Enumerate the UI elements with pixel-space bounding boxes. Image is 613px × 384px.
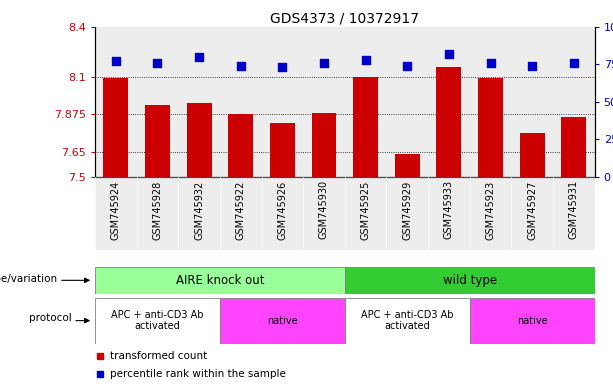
Bar	[145, 105, 170, 177]
Text: native: native	[267, 316, 298, 326]
Bar	[345, 267, 595, 294]
Bar	[553, 177, 595, 250]
Point	[402, 63, 412, 69]
Point	[153, 60, 162, 66]
Bar	[262, 177, 303, 250]
Text: GSM745926: GSM745926	[277, 180, 287, 240]
Bar	[470, 177, 511, 250]
Bar	[436, 67, 462, 177]
Bar	[511, 27, 553, 177]
Text: transformed count: transformed count	[110, 351, 207, 361]
Bar	[137, 27, 178, 177]
Text: GSM745927: GSM745927	[527, 180, 537, 240]
Bar	[270, 123, 295, 177]
Text: genotype/variation: genotype/variation	[0, 274, 57, 284]
Text: protocol: protocol	[29, 313, 71, 323]
Text: APC + anti-CD3 Ab
activated: APC + anti-CD3 Ab activated	[111, 310, 204, 331]
Point	[111, 58, 121, 65]
Bar	[562, 117, 586, 177]
Bar	[228, 114, 253, 177]
Text: GSM745929: GSM745929	[402, 180, 413, 240]
Bar	[345, 177, 386, 250]
Bar	[220, 298, 345, 344]
Point	[569, 60, 579, 66]
Bar	[95, 177, 137, 250]
Text: GSM745923: GSM745923	[485, 180, 495, 240]
Bar	[353, 77, 378, 177]
Bar	[470, 298, 595, 344]
Bar	[478, 78, 503, 177]
Bar	[137, 177, 178, 250]
Point	[236, 63, 246, 69]
Bar	[220, 27, 262, 177]
Point	[485, 60, 495, 66]
Bar	[395, 154, 420, 177]
Bar	[511, 177, 553, 250]
Bar	[178, 177, 220, 250]
Bar	[262, 27, 303, 177]
Bar	[386, 27, 428, 177]
Bar	[345, 298, 470, 344]
Text: GSM745931: GSM745931	[569, 180, 579, 239]
Text: GSM745928: GSM745928	[153, 180, 162, 240]
Text: APC + anti-CD3 Ab
activated: APC + anti-CD3 Ab activated	[361, 310, 454, 331]
Text: native: native	[517, 316, 547, 326]
Text: GSM745922: GSM745922	[236, 180, 246, 240]
Bar	[311, 113, 337, 177]
Text: GSM745924: GSM745924	[111, 180, 121, 240]
Bar	[178, 27, 220, 177]
Point	[319, 60, 329, 66]
Bar	[386, 177, 428, 250]
Text: AIRE knock out: AIRE knock out	[176, 274, 264, 287]
Bar	[520, 133, 544, 177]
Bar	[220, 177, 262, 250]
Bar	[104, 78, 128, 177]
Point	[194, 54, 204, 60]
Text: GSM745933: GSM745933	[444, 180, 454, 239]
Bar	[428, 177, 470, 250]
Bar	[186, 103, 211, 177]
Point	[444, 51, 454, 57]
Bar	[428, 27, 470, 177]
Bar	[303, 177, 345, 250]
Text: GSM745932: GSM745932	[194, 180, 204, 240]
Bar	[95, 267, 345, 294]
Title: GDS4373 / 10372917: GDS4373 / 10372917	[270, 12, 419, 26]
Point	[527, 63, 537, 69]
Text: GSM745930: GSM745930	[319, 180, 329, 239]
Text: GSM745925: GSM745925	[360, 180, 371, 240]
Bar	[95, 27, 137, 177]
Bar	[345, 27, 386, 177]
Bar	[303, 27, 345, 177]
Point	[278, 64, 287, 70]
Text: percentile rank within the sample: percentile rank within the sample	[110, 369, 286, 379]
Bar	[553, 27, 595, 177]
Point	[360, 57, 370, 63]
Text: wild type: wild type	[443, 274, 497, 287]
Bar	[95, 298, 220, 344]
Bar	[470, 27, 511, 177]
